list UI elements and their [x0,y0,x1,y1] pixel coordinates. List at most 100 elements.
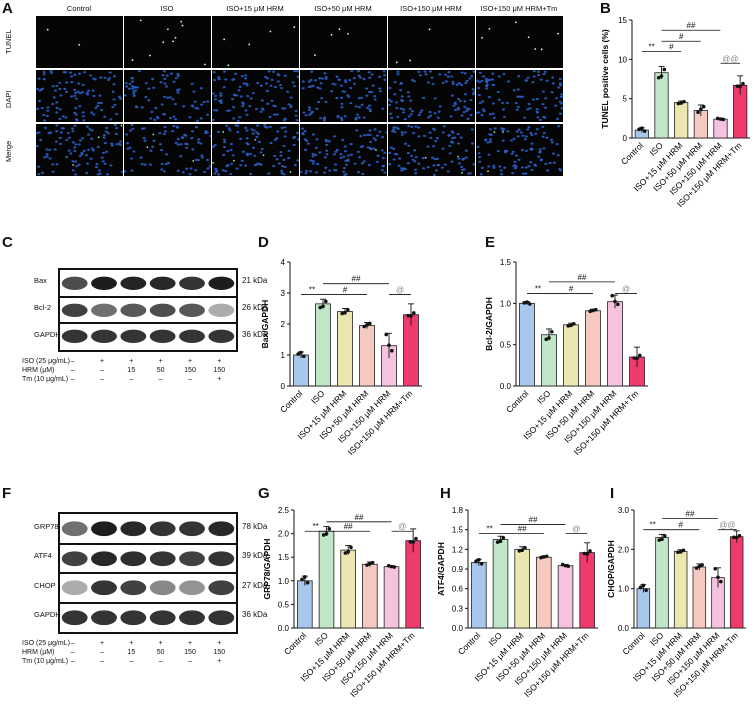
blot-band [61,276,88,290]
y-tick-label: 1.2 [452,545,464,554]
microscopy-tile [124,70,211,122]
microscopy-tile [212,16,299,68]
blot-band [179,609,205,625]
bar [383,566,400,629]
y-tick-label: 15 [618,16,627,25]
blot-band-label: CHOP [34,580,56,590]
data-point [681,548,686,553]
blot-band [208,609,235,625]
data-point [678,550,683,554]
treatment-cell: – [70,658,75,665]
microscopy-tile [36,16,123,68]
data-point [408,539,413,544]
bar [318,530,335,629]
y-axis-label: CHOP/GAPDH [606,540,616,598]
blot-kda-label: 26 kDa [242,303,268,312]
blot-band [208,329,235,344]
treatment-cell: – [100,658,104,665]
data-point [539,555,543,560]
microscopy-tile [388,70,475,122]
data-point [588,549,592,553]
data-point [635,356,639,360]
y-tick-label: 0.5 [500,341,512,350]
significance-label: @ [396,286,404,295]
data-point [528,302,532,306]
data-point [299,350,303,355]
data-point [498,539,503,544]
microscopy-image [476,70,563,121]
significance-label: ** [535,284,541,293]
data-point [303,575,307,579]
significance-label: ## [518,525,527,534]
data-point [318,305,322,310]
y-tick-label: 4 [281,258,286,267]
data-point [296,352,300,356]
data-point [588,309,592,314]
microscopy-image [124,124,211,176]
microscopy-tile [124,16,211,68]
blot-band [91,580,117,596]
treatment-cell: + [217,640,222,647]
blot-band [208,550,235,566]
data-point [718,117,723,121]
microscopy-tile [124,124,211,176]
significance-label: @ [398,522,406,531]
treatment-cell: 50 [156,367,165,374]
y-tick-label: 0.5 [278,600,290,609]
microscopy-image [212,70,299,122]
y-tick-label: 2.0 [618,545,630,554]
y-axis-label: ATF4/GAPDH [436,542,446,596]
microscopy-tile [476,16,563,68]
data-point [641,583,646,588]
data-point [365,323,369,327]
treatment-row-label: ISO (25 μg/mL) [22,358,70,365]
data-point [409,314,413,318]
y-tick-label: 3 [281,289,286,298]
bar [362,563,378,629]
treatment-cell: – [70,649,75,656]
microscopy-tile [36,124,123,176]
bar [654,72,669,139]
y-tick-label: 1.5 [452,526,464,535]
bar [585,310,601,387]
significance-label: # [343,286,348,295]
treatment-cell: + [158,358,163,365]
treatment-cell: – [158,376,163,383]
y-tick-label: 1.5 [500,258,512,267]
data-point [321,533,326,537]
blot-kda-label: 36 kDa [242,329,268,339]
x-tick-label: Control [278,388,305,415]
bar [315,303,331,387]
microscopy-row-label: TUNEL [4,29,13,54]
data-point [656,75,661,80]
bar [337,311,353,387]
significance-label: @ [622,284,630,293]
blot-frame [58,268,238,352]
blot-band [179,521,205,537]
significance-label: ** [309,286,315,295]
data-point [572,322,576,326]
treatment-row-label: Tm (10 μg/mL) [22,376,69,383]
treatment-cell: + [158,640,163,647]
data-point [479,561,484,566]
data-point [550,329,554,334]
data-point [495,540,500,544]
panel-label-h: H [440,485,451,502]
treatment-cell: + [187,640,193,647]
x-tick-label: Control [282,630,309,657]
y-tick-label: 0.9 [452,565,464,574]
bar [563,324,579,387]
data-point [386,563,391,568]
microscopy-image [131,19,206,66]
significance-label: ## [529,515,538,524]
microscopy-row-label: Merge [4,140,13,162]
data-point [732,535,736,540]
microscopy-column-label: ISO+50 μM HRM [314,4,372,13]
y-tick-label: 3.0 [618,506,630,515]
data-point [343,310,347,315]
data-point [737,533,742,538]
data-point [741,81,745,86]
bar [673,550,688,629]
